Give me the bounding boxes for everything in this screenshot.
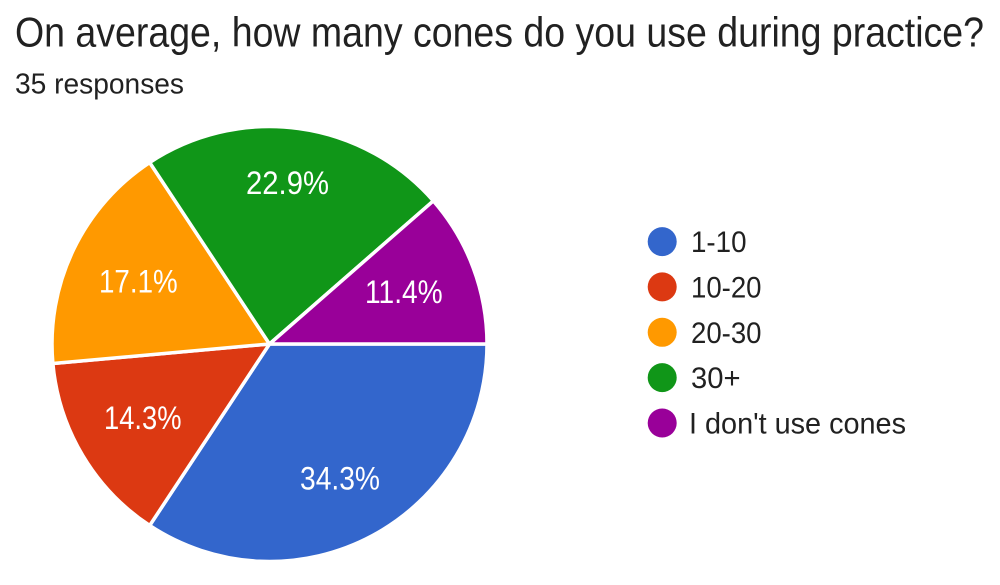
svg-text:35 responses: 35 responses bbox=[15, 69, 184, 101]
svg-text:14.3%: 14.3% bbox=[104, 400, 182, 436]
svg-text:I don't use cones: I don't use cones bbox=[689, 408, 906, 441]
svg-text:1-10: 1-10 bbox=[691, 226, 747, 259]
svg-text:30+: 30+ bbox=[691, 362, 741, 395]
svg-text:11.4%: 11.4% bbox=[365, 274, 443, 310]
svg-text:20-30: 20-30 bbox=[691, 317, 762, 350]
svg-text:17.1%: 17.1% bbox=[99, 264, 178, 300]
svg-text:On average, how many cones do: On average, how many cones do you use du… bbox=[15, 9, 984, 56]
svg-text:34.3%: 34.3% bbox=[300, 461, 380, 497]
svg-text:22.9%: 22.9% bbox=[246, 165, 329, 201]
svg-text:10-20: 10-20 bbox=[691, 272, 762, 305]
